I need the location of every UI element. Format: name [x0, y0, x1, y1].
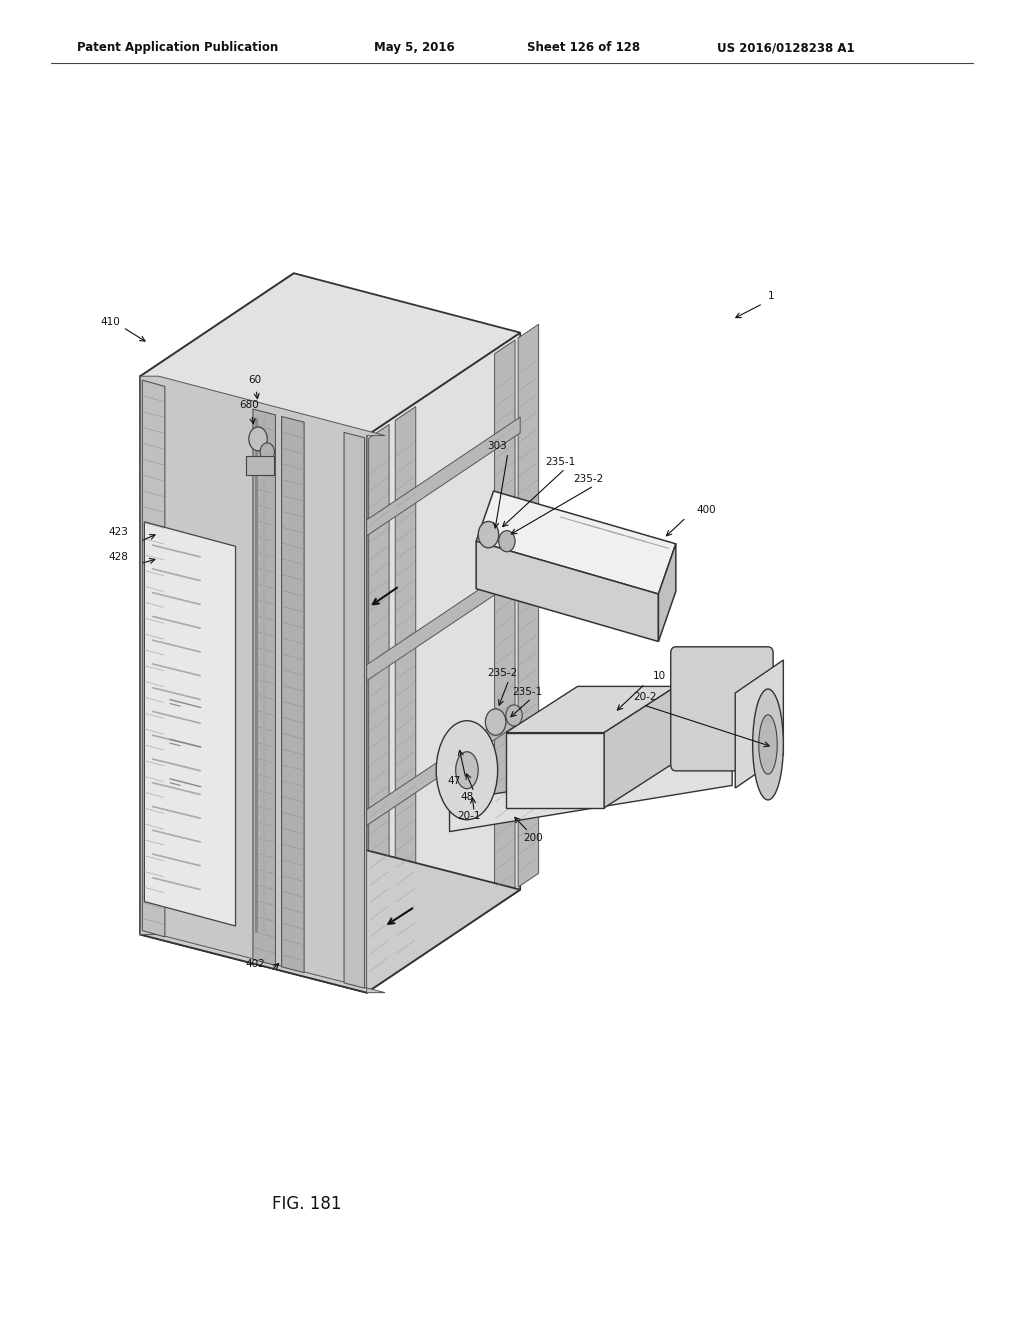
Ellipse shape	[759, 715, 777, 774]
Polygon shape	[367, 706, 520, 825]
Text: US 2016/0128238 A1: US 2016/0128238 A1	[717, 41, 854, 54]
Polygon shape	[282, 416, 304, 973]
Circle shape	[260, 442, 274, 461]
Ellipse shape	[456, 752, 478, 789]
Circle shape	[478, 521, 499, 548]
Polygon shape	[367, 417, 520, 536]
Polygon shape	[518, 325, 539, 887]
Polygon shape	[140, 832, 520, 993]
Text: 410: 410	[100, 317, 120, 327]
Text: 400: 400	[696, 504, 716, 515]
Polygon shape	[476, 491, 676, 594]
Circle shape	[249, 426, 267, 450]
Circle shape	[499, 531, 515, 552]
Polygon shape	[506, 686, 676, 733]
Polygon shape	[450, 755, 732, 832]
Text: 20-1: 20-1	[458, 810, 481, 821]
Text: Sheet 126 of 128: Sheet 126 of 128	[527, 41, 640, 54]
Text: 235-2: 235-2	[573, 474, 604, 484]
FancyBboxPatch shape	[671, 647, 773, 771]
Text: 1: 1	[768, 290, 774, 301]
Text: Patent Application Publication: Patent Application Publication	[77, 41, 279, 54]
Ellipse shape	[753, 689, 783, 800]
Polygon shape	[495, 341, 515, 903]
Text: 10: 10	[653, 671, 667, 681]
Ellipse shape	[436, 721, 498, 820]
Polygon shape	[140, 606, 367, 681]
Text: 60: 60	[248, 375, 261, 385]
Polygon shape	[395, 407, 416, 969]
Polygon shape	[140, 273, 520, 436]
Polygon shape	[140, 461, 367, 536]
Text: 680: 680	[240, 400, 259, 411]
Text: 235-2: 235-2	[487, 668, 518, 678]
Text: 235-1: 235-1	[512, 686, 543, 697]
Text: 48: 48	[461, 792, 474, 803]
Polygon shape	[140, 376, 367, 993]
Text: 303: 303	[487, 441, 507, 451]
Text: May 5, 2016: May 5, 2016	[374, 41, 455, 54]
Polygon shape	[735, 660, 783, 788]
Polygon shape	[367, 562, 520, 681]
Polygon shape	[253, 409, 275, 965]
Polygon shape	[140, 273, 294, 935]
Polygon shape	[658, 544, 676, 642]
Polygon shape	[144, 521, 236, 927]
Text: 428: 428	[109, 552, 128, 562]
Text: 402: 402	[246, 958, 265, 969]
Text: 235-1: 235-1	[545, 457, 575, 467]
Polygon shape	[476, 541, 658, 642]
Polygon shape	[369, 425, 389, 987]
Polygon shape	[140, 751, 367, 825]
Text: 423: 423	[109, 527, 128, 537]
Polygon shape	[506, 733, 604, 808]
Circle shape	[485, 709, 506, 735]
Polygon shape	[142, 380, 165, 937]
Polygon shape	[367, 333, 520, 993]
Text: 20-2: 20-2	[633, 692, 656, 702]
Polygon shape	[344, 433, 365, 989]
Text: 47: 47	[447, 776, 461, 787]
Polygon shape	[604, 686, 676, 808]
Polygon shape	[246, 455, 274, 474]
Circle shape	[506, 705, 522, 726]
Polygon shape	[140, 376, 385, 993]
Text: FIG. 181: FIG. 181	[272, 1195, 342, 1213]
Text: 200: 200	[523, 833, 543, 843]
